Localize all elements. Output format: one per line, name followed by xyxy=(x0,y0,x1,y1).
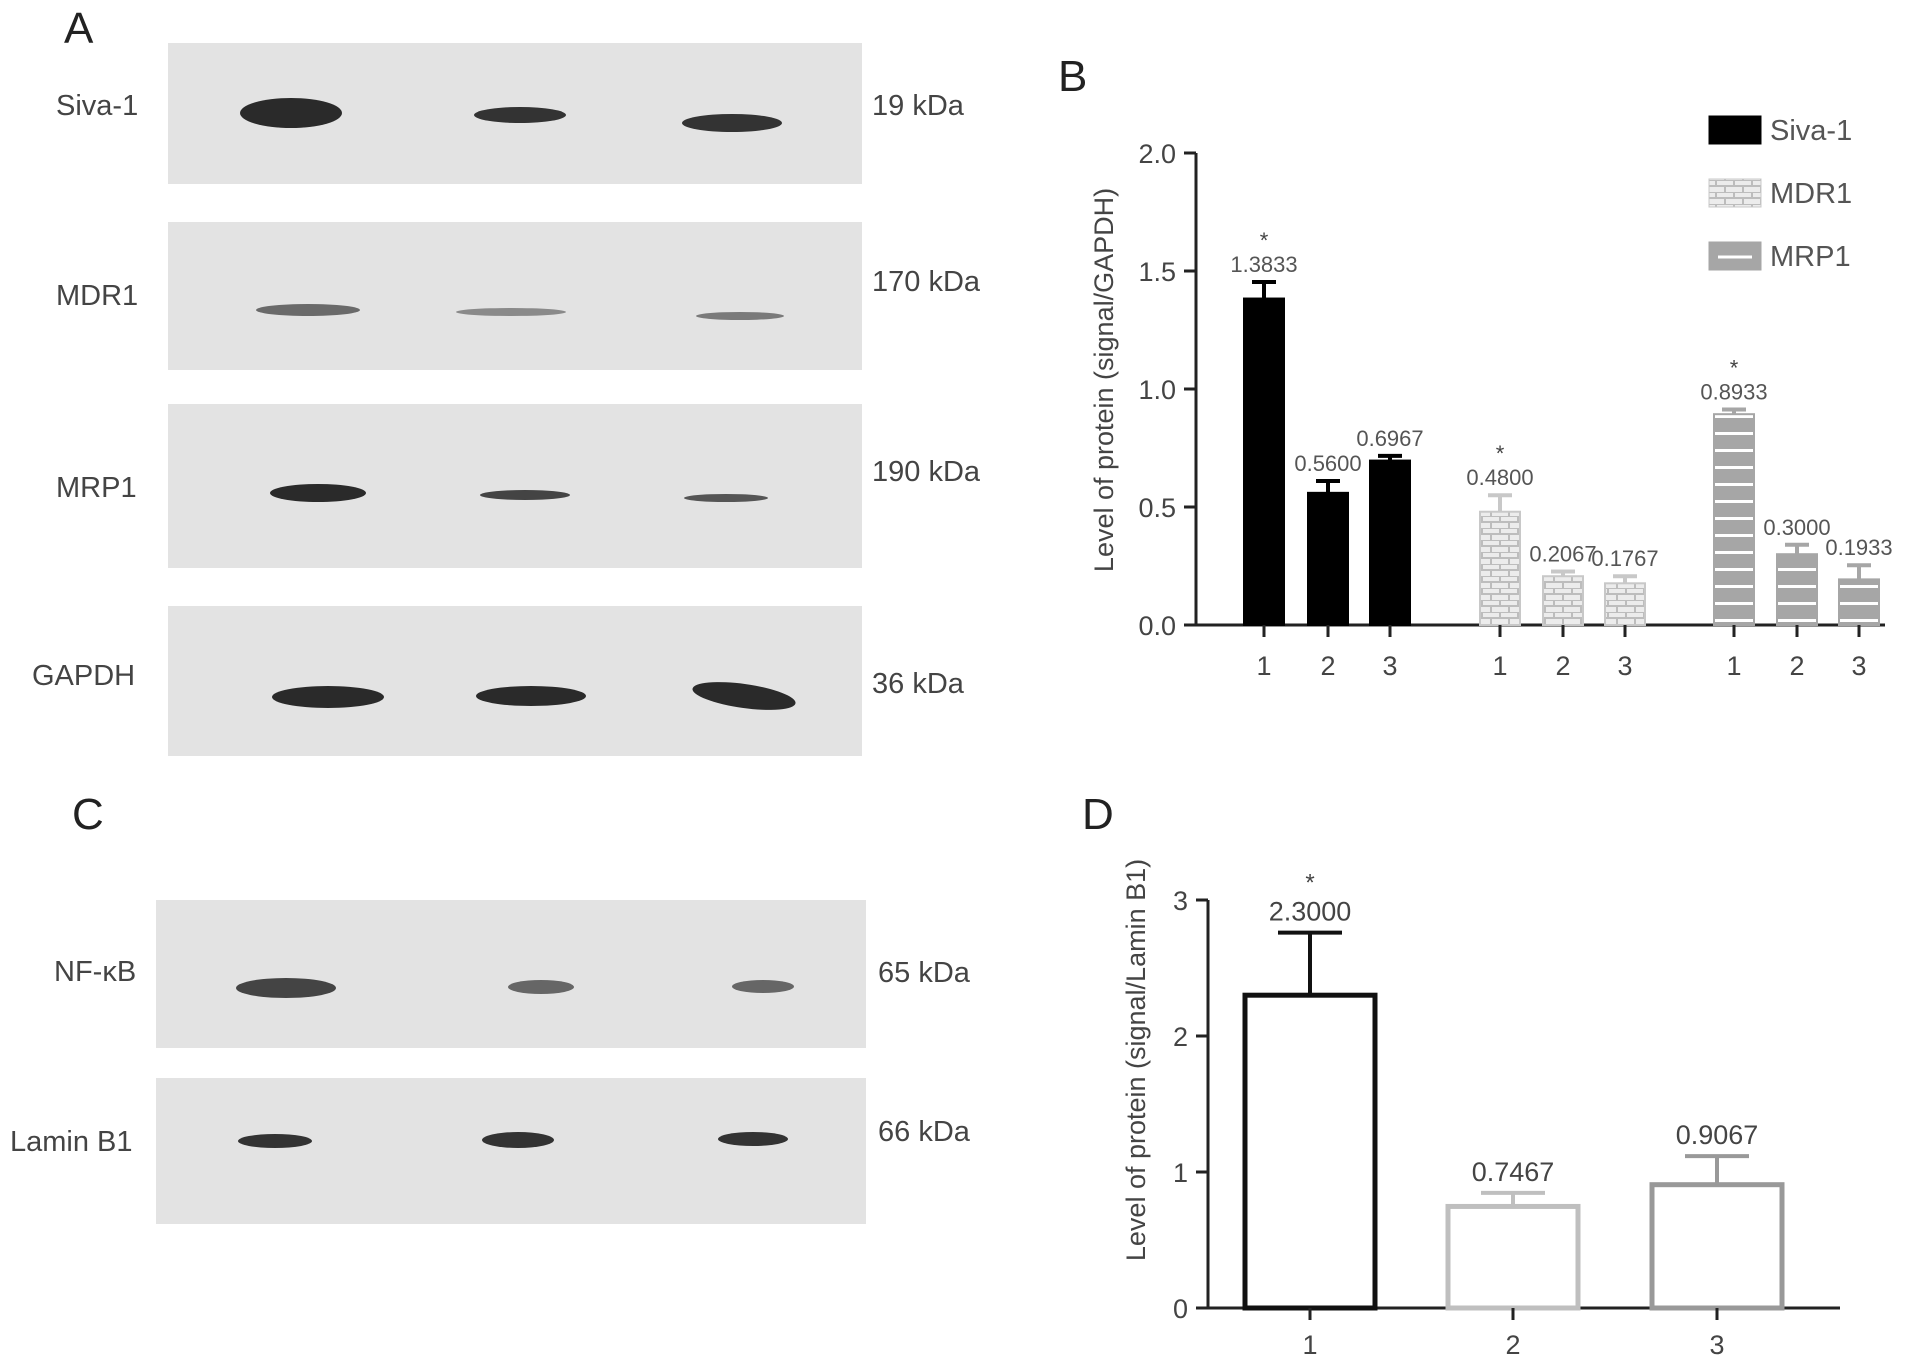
blot-band xyxy=(256,304,360,316)
data-label: 0.8933 xyxy=(1700,379,1767,404)
panel-letter-d: D xyxy=(1082,790,1114,839)
bar xyxy=(1243,297,1285,626)
x-tick-label: 1 xyxy=(1256,651,1271,681)
x-tick-label: 1 xyxy=(1726,651,1741,681)
panel-letter-b: B xyxy=(1058,52,1088,101)
x-tick-label: 2 xyxy=(1320,651,1335,681)
blot-kda-nfkb: 65 kDa xyxy=(878,957,970,989)
significance-mark: * xyxy=(1260,228,1269,253)
blot-band xyxy=(696,312,784,320)
legend-label: MDR1 xyxy=(1770,178,1852,210)
blot-strip-mdr1 xyxy=(168,222,862,370)
blot-kda-gapdh: 36 kDa xyxy=(872,668,964,700)
blot-strip-gapdh xyxy=(168,606,862,756)
blot-band xyxy=(240,98,342,128)
bar xyxy=(1713,413,1755,627)
blot-band xyxy=(270,484,366,502)
y-tick-label: 1.0 xyxy=(1138,375,1176,405)
blot-label-gapdh: GAPDH xyxy=(32,660,136,692)
data-label: 0.1767 xyxy=(1591,546,1658,571)
data-label: 0.5600 xyxy=(1294,451,1361,476)
blot-strip-laminb1 xyxy=(156,1078,866,1224)
data-label: 0.4800 xyxy=(1466,465,1533,490)
blot-kda-mdr1: 170 kDa xyxy=(872,266,981,298)
blot-band xyxy=(272,686,384,708)
blot-band xyxy=(482,1132,554,1148)
blot-strip-mrp1 xyxy=(168,404,862,568)
bar xyxy=(1838,578,1880,627)
panel-letter-a: A xyxy=(64,4,94,53)
bar xyxy=(1479,510,1521,626)
data-label: 0.1933 xyxy=(1825,535,1892,560)
blot-band xyxy=(474,107,566,123)
blot-label-laminb1: Lamin B1 xyxy=(10,1126,133,1158)
blot-label-mdr1: MDR1 xyxy=(56,280,139,312)
y-tick-label: 2.0 xyxy=(1138,139,1176,169)
y-tick-label: 1.5 xyxy=(1138,257,1176,287)
blot-strip-nfkb xyxy=(156,900,866,1048)
blot-label-nfkb: NF-κB xyxy=(54,956,137,988)
blot-band xyxy=(682,114,782,132)
blot-label-mrp1: MRP1 xyxy=(56,472,137,504)
blot-kda-siva1: 19 kDa xyxy=(872,90,964,122)
data-label: 0.3000 xyxy=(1763,515,1830,540)
blot-strip-siva1 xyxy=(168,43,862,184)
bar xyxy=(1307,491,1349,626)
panel-letter-c: C xyxy=(72,790,104,839)
bar xyxy=(1369,459,1411,626)
y-tick-label: 0.0 xyxy=(1138,611,1176,641)
blot-band xyxy=(718,1132,788,1146)
blot-kda-laminb1: 66 kDa xyxy=(878,1116,970,1148)
x-tick-label: 3 xyxy=(1851,651,1866,681)
x-tick-label: 1 xyxy=(1492,651,1507,681)
blot-label-siva1: Siva-1 xyxy=(56,90,139,122)
blot-band xyxy=(238,1134,312,1148)
blot-band xyxy=(684,494,768,502)
bar xyxy=(1776,553,1818,627)
data-label: 1.3833 xyxy=(1230,252,1297,277)
data-label: 0.6967 xyxy=(1356,426,1423,451)
legend-label: MRP1 xyxy=(1770,241,1851,273)
blot-band xyxy=(476,686,586,706)
blot-kda-mrp1: 190 kDa xyxy=(872,456,981,488)
bar xyxy=(1542,575,1584,627)
y-tick-label: 0.5 xyxy=(1138,493,1176,523)
legend-swatch xyxy=(1708,115,1762,145)
chart-b-ylabel: Level of protein (signal/GAPDH) xyxy=(1089,188,1119,572)
legend-label: Siva-1 xyxy=(1770,115,1852,147)
significance-mark: * xyxy=(1730,355,1739,380)
x-tick-label: 3 xyxy=(1617,651,1632,681)
data-label: 0.2067 xyxy=(1529,541,1596,566)
blot-band xyxy=(236,978,336,998)
x-tick-label: 3 xyxy=(1382,651,1397,681)
x-tick-label: 2 xyxy=(1555,651,1570,681)
blot-band xyxy=(508,980,574,994)
legend-swatch xyxy=(1708,178,1762,208)
significance-mark: * xyxy=(1496,441,1505,466)
bar xyxy=(1604,582,1646,627)
blot-band xyxy=(456,308,566,316)
x-tick-label: 2 xyxy=(1789,651,1804,681)
blot-band xyxy=(732,980,794,993)
blot-band xyxy=(480,490,570,500)
